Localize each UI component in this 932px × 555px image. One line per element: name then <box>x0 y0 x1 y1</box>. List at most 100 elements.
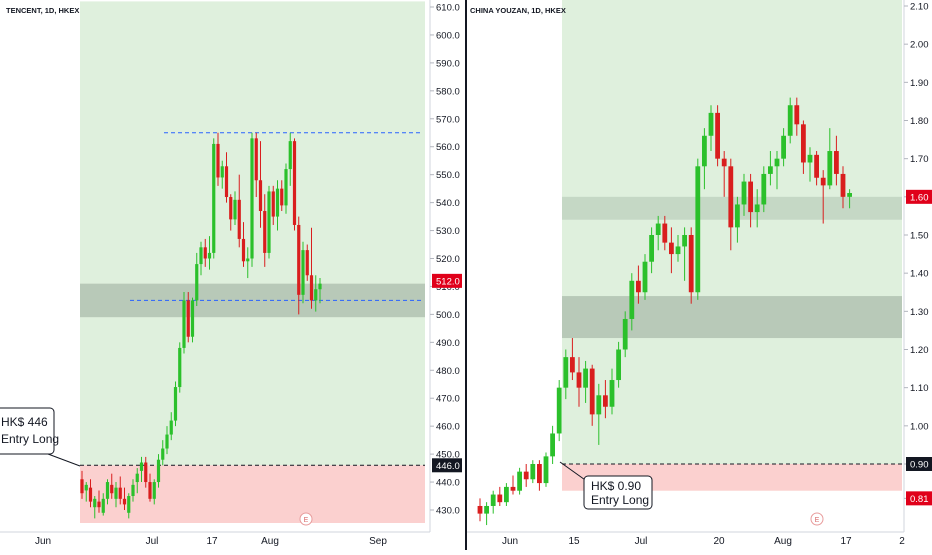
candle-body <box>127 496 131 513</box>
candle-body <box>220 166 224 178</box>
candle <box>161 440 165 466</box>
candle <box>801 120 806 174</box>
candle <box>504 483 509 506</box>
candle-body <box>702 135 707 167</box>
candle <box>195 252 199 307</box>
candle-body <box>258 180 263 211</box>
x-tick-label: 17 <box>206 536 218 547</box>
chart-panel-1: 430.0 440.0 450.0 460.0 470.0 480.0 490.0 500.0… <box>0 0 462 547</box>
y-tick-label: 430.0 <box>436 506 460 517</box>
candle-body <box>152 482 156 499</box>
candle <box>543 452 549 487</box>
candle-body <box>144 462 148 483</box>
candle-body <box>530 464 536 480</box>
candle <box>715 105 720 167</box>
candle <box>537 460 542 491</box>
candle <box>203 238 207 267</box>
y-tick-label: 560.0 <box>436 142 460 153</box>
y-tick-label: 550.0 <box>436 170 460 181</box>
candle-body <box>761 173 767 205</box>
candle-body <box>229 197 233 220</box>
x-axis: Jun Jul 17 Aug Sep <box>0 531 430 547</box>
candles <box>80 132 322 519</box>
candle <box>254 132 258 198</box>
candle <box>105 479 110 505</box>
candle-body <box>774 158 780 167</box>
candle <box>144 456 148 488</box>
candle <box>523 464 529 487</box>
candle <box>165 426 169 455</box>
lower-support-zone <box>562 296 902 339</box>
candle <box>484 502 489 526</box>
candle-body <box>708 112 714 136</box>
candle <box>241 222 246 267</box>
y-tick-label: 1.40 <box>910 269 929 280</box>
price-tag-label: 446.0 <box>436 461 460 472</box>
candle-body <box>840 173 846 197</box>
candle-body <box>139 462 144 471</box>
candle-body <box>728 166 734 228</box>
candle <box>662 215 668 251</box>
candle-body <box>280 188 284 206</box>
y-tick-label: 1.50 <box>910 231 929 242</box>
candle <box>609 368 615 415</box>
candle <box>728 158 734 251</box>
candle <box>237 174 241 248</box>
x-tick-label: 20 <box>713 536 725 547</box>
y-tick-label: 1.00 <box>910 421 929 432</box>
candle-body <box>118 487 122 499</box>
candle <box>288 132 292 186</box>
y-tick-label: 470.0 <box>436 394 460 405</box>
candle-body <box>794 105 800 125</box>
candle-body <box>88 487 93 502</box>
candle-body <box>715 112 720 159</box>
candle-body <box>169 420 173 435</box>
candle <box>807 147 813 182</box>
candle-body <box>484 505 489 514</box>
price-tag-label: 0.81 <box>910 494 929 505</box>
candle <box>754 189 760 228</box>
zones <box>80 1 425 523</box>
candle-body <box>847 193 852 197</box>
candle <box>258 141 263 228</box>
candle-body <box>80 479 84 494</box>
y-tick-label: 580.0 <box>436 86 460 97</box>
levels <box>80 132 425 466</box>
event-badge-label: E <box>304 517 309 524</box>
candle-body <box>504 486 509 503</box>
candle <box>178 342 182 393</box>
candle-body <box>820 177 826 186</box>
candle <box>173 381 178 427</box>
event-badge-circle <box>299 512 313 526</box>
annotation-box <box>583 475 653 510</box>
panel-divider <box>465 0 467 550</box>
candle <box>246 247 250 279</box>
y-tick-label: 530.0 <box>436 226 460 237</box>
candle <box>263 194 267 267</box>
candle-body <box>570 357 575 373</box>
candle <box>774 151 780 190</box>
candle <box>477 498 483 522</box>
candle <box>603 380 608 419</box>
candle-body <box>195 264 199 301</box>
candle <box>490 490 496 514</box>
y-tick-label: 570.0 <box>436 114 460 125</box>
candle <box>297 216 301 315</box>
candle <box>139 456 144 483</box>
candle <box>735 196 740 243</box>
candle-body <box>105 482 110 499</box>
candle-body <box>309 275 314 301</box>
y-axis: 0.81 0.90 1.00 1.10 1.20 1.30 1.40 1.50 1.60 1.70… <box>903 0 929 532</box>
candle-body <box>622 318 628 350</box>
candle-body <box>682 235 687 247</box>
candle-body <box>135 473 139 483</box>
candle-body <box>233 199 237 220</box>
candle-body <box>721 158 727 167</box>
candle <box>827 128 833 190</box>
candle <box>550 425 555 464</box>
candle <box>761 166 767 213</box>
candle <box>748 173 753 228</box>
annotation-pointer <box>559 461 589 483</box>
candle <box>497 486 503 506</box>
